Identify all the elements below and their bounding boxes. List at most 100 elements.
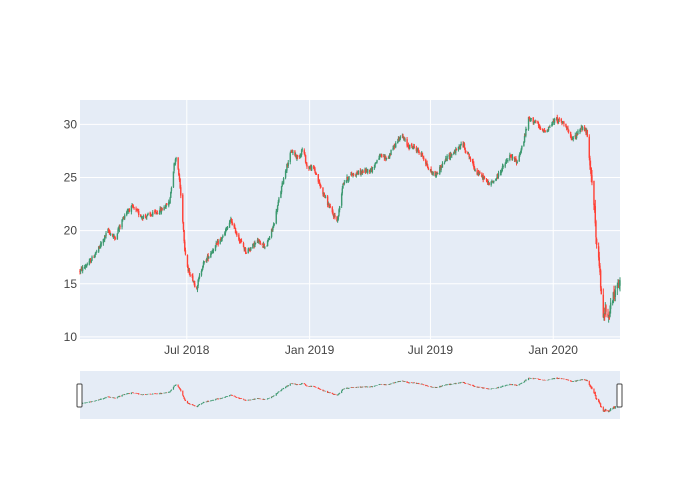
candle[interactable]: [451, 153, 453, 159]
candle[interactable]: [183, 229, 185, 244]
candle[interactable]: [567, 129, 570, 134]
candle[interactable]: [138, 208, 140, 218]
candle[interactable]: [612, 291, 615, 304]
candle[interactable]: [501, 163, 504, 172]
candle[interactable]: [395, 141, 397, 149]
range-slider-background[interactable]: [80, 371, 620, 419]
candle[interactable]: [301, 147, 303, 152]
candle[interactable]: [600, 286, 603, 295]
candle[interactable]: [497, 170, 500, 179]
candle[interactable]: [99, 241, 102, 249]
candle[interactable]: [236, 231, 238, 237]
candle[interactable]: [423, 155, 425, 162]
main-plot-area[interactable]: [80, 100, 620, 339]
candle[interactable]: [135, 206, 137, 213]
candle[interactable]: [315, 172, 317, 175]
candle[interactable]: [216, 242, 218, 245]
candle[interactable]: [607, 308, 609, 318]
candle[interactable]: [337, 214, 340, 221]
candle[interactable]: [187, 264, 189, 273]
candle[interactable]: [188, 267, 191, 276]
candle[interactable]: [549, 124, 551, 128]
candle[interactable]: [390, 149, 392, 156]
candle[interactable]: [242, 241, 245, 248]
candle[interactable]: [366, 168, 369, 175]
candle[interactable]: [310, 164, 313, 172]
candle[interactable]: [318, 178, 320, 183]
candle[interactable]: [254, 240, 256, 248]
candle[interactable]: [535, 120, 537, 124]
candle[interactable]: [348, 176, 350, 182]
candle[interactable]: [245, 251, 247, 254]
candle[interactable]: [376, 159, 378, 164]
candle[interactable]: [579, 128, 582, 133]
candle[interactable]: [413, 144, 416, 149]
candle[interactable]: [389, 152, 391, 159]
candle[interactable]: [553, 117, 556, 125]
candle[interactable]: [258, 239, 260, 245]
candle[interactable]: [317, 174, 319, 184]
candle[interactable]: [528, 116, 530, 120]
candle[interactable]: [250, 246, 252, 251]
candle[interactable]: [421, 152, 424, 157]
candle[interactable]: [276, 204, 279, 213]
plot-background[interactable]: [80, 100, 620, 339]
candle[interactable]: [418, 150, 420, 155]
candle[interactable]: [130, 205, 133, 215]
candle[interactable]: [116, 233, 119, 240]
candle[interactable]: [142, 214, 145, 220]
candle[interactable]: [121, 219, 123, 230]
candle[interactable]: [588, 134, 590, 161]
candle[interactable]: [212, 248, 215, 254]
candle[interactable]: [617, 279, 620, 288]
candle[interactable]: [619, 277, 621, 292]
candle[interactable]: [605, 304, 607, 318]
candle[interactable]: [510, 154, 512, 157]
candle[interactable]: [322, 187, 324, 197]
candle[interactable]: [270, 228, 273, 239]
candle[interactable]: [425, 158, 427, 167]
candle[interactable]: [238, 232, 240, 241]
candle[interactable]: [217, 238, 219, 247]
candle[interactable]: [479, 170, 481, 174]
candle[interactable]: [427, 164, 429, 169]
candle[interactable]: [409, 144, 411, 150]
candle[interactable]: [202, 265, 204, 271]
candle[interactable]: [234, 227, 237, 234]
candle[interactable]: [532, 117, 534, 125]
candle[interactable]: [595, 237, 598, 249]
candle[interactable]: [533, 121, 535, 125]
candle[interactable]: [124, 213, 126, 221]
candle[interactable]: [385, 157, 388, 161]
candle[interactable]: [226, 225, 229, 231]
candle[interactable]: [194, 280, 196, 288]
candle[interactable]: [436, 171, 438, 176]
candle[interactable]: [329, 203, 332, 209]
candle[interactable]: [128, 208, 131, 213]
candle[interactable]: [308, 166, 311, 170]
candle[interactable]: [93, 254, 96, 259]
candle[interactable]: [208, 256, 210, 259]
candle[interactable]: [203, 260, 205, 265]
candle[interactable]: [240, 238, 243, 243]
candle[interactable]: [493, 180, 495, 184]
candle[interactable]: [118, 224, 121, 233]
candle[interactable]: [91, 255, 93, 261]
candle[interactable]: [474, 168, 476, 172]
candle[interactable]: [114, 235, 116, 241]
candle[interactable]: [511, 154, 514, 161]
candle[interactable]: [563, 120, 565, 127]
candle[interactable]: [219, 238, 221, 245]
candle[interactable]: [548, 126, 550, 128]
candle[interactable]: [539, 126, 542, 130]
candle[interactable]: [581, 125, 584, 131]
candle[interactable]: [404, 137, 406, 142]
candle[interactable]: [432, 171, 434, 176]
candle[interactable]: [571, 136, 573, 141]
candle[interactable]: [169, 196, 171, 204]
candle[interactable]: [509, 152, 511, 162]
candle[interactable]: [168, 199, 170, 208]
candle[interactable]: [81, 264, 84, 274]
candle[interactable]: [324, 194, 327, 199]
candle[interactable]: [221, 236, 223, 242]
